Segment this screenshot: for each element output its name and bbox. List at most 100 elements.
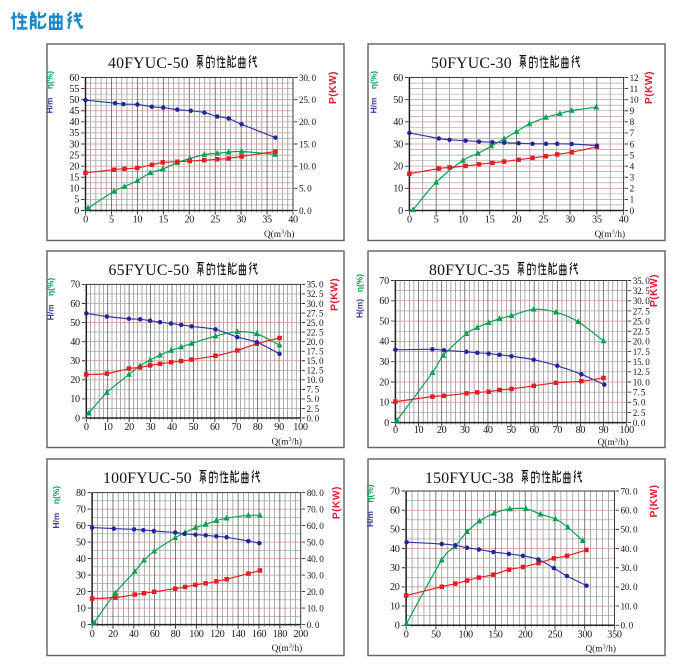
- svg-text:60: 60: [150, 629, 160, 640]
- svg-text:40: 40: [70, 337, 80, 348]
- svg-text:10: 10: [70, 394, 80, 405]
- svg-text:20. 0: 20. 0: [621, 582, 639, 592]
- svg-text:0: 0: [395, 621, 400, 632]
- svg-text:25: 25: [69, 150, 79, 161]
- svg-text:5. 0: 5. 0: [307, 394, 320, 404]
- svg-text:60: 60: [210, 422, 220, 433]
- svg-text:50. 0: 50. 0: [621, 525, 639, 535]
- svg-text:15. 0: 15. 0: [307, 356, 325, 366]
- svg-text:40: 40: [167, 422, 177, 433]
- svg-text:η(%): η(%): [51, 486, 61, 504]
- svg-text:2. 5: 2. 5: [307, 404, 320, 414]
- svg-text:10. 0: 10. 0: [307, 603, 325, 613]
- svg-text:32. 5: 32. 5: [633, 286, 651, 296]
- svg-text:10. 0: 10. 0: [299, 161, 317, 171]
- svg-text:150: 150: [488, 630, 503, 641]
- svg-text:27. 5: 27. 5: [633, 306, 651, 316]
- svg-text:11: 11: [630, 84, 639, 94]
- svg-text:H/m: H/m: [45, 304, 55, 320]
- svg-text:15: 15: [485, 215, 495, 226]
- svg-text:40: 40: [129, 629, 139, 640]
- svg-text:30. 0: 30. 0: [621, 563, 639, 573]
- svg-text:5. 0: 5. 0: [633, 398, 646, 408]
- svg-text:15. 0: 15. 0: [633, 357, 651, 367]
- svg-text:5: 5: [109, 215, 114, 226]
- svg-text:200: 200: [294, 629, 309, 640]
- svg-text:50: 50: [189, 422, 199, 433]
- svg-text:70: 70: [76, 504, 86, 515]
- svg-text:50: 50: [70, 318, 80, 329]
- svg-text:0. 0: 0. 0: [621, 621, 634, 631]
- svg-text:150FYUC-38: 150FYUC-38: [425, 470, 514, 487]
- svg-text:30. 0: 30. 0: [633, 296, 651, 306]
- svg-text:32. 5: 32. 5: [307, 289, 325, 299]
- svg-text:50: 50: [506, 425, 516, 436]
- svg-text:6: 6: [630, 139, 635, 149]
- svg-text:7. 5: 7. 5: [633, 387, 646, 397]
- svg-text:30. 0: 30. 0: [299, 73, 317, 83]
- svg-text:30: 30: [76, 570, 86, 581]
- svg-text:2: 2: [630, 184, 635, 194]
- svg-text:80: 80: [171, 629, 181, 640]
- svg-text:5: 5: [630, 150, 635, 160]
- svg-text:100FYUC-50: 100FYUC-50: [103, 470, 192, 487]
- svg-text:200: 200: [518, 630, 533, 641]
- svg-text:35: 35: [262, 215, 272, 226]
- svg-text:10: 10: [379, 398, 389, 409]
- svg-text:22. 5: 22. 5: [633, 327, 651, 337]
- svg-text:35: 35: [592, 215, 602, 226]
- svg-text:35. 0: 35. 0: [307, 280, 325, 290]
- svg-text:45: 45: [69, 106, 79, 117]
- svg-text:50: 50: [393, 95, 403, 106]
- svg-text:35. 0: 35. 0: [633, 276, 651, 286]
- svg-text:22. 5: 22. 5: [307, 327, 325, 337]
- svg-text:25. 0: 25. 0: [633, 316, 651, 326]
- svg-text:10: 10: [76, 603, 86, 614]
- svg-text:20: 20: [108, 629, 118, 640]
- svg-text:70: 70: [231, 422, 241, 433]
- svg-text:15: 15: [159, 215, 169, 226]
- svg-text:180: 180: [273, 629, 288, 640]
- svg-text:15. 0: 15. 0: [299, 139, 317, 149]
- svg-text:10. 0: 10. 0: [621, 601, 639, 611]
- svg-text:Q(m3/h): Q(m3/h): [598, 437, 629, 448]
- svg-text:25. 0: 25. 0: [299, 95, 317, 105]
- svg-text:35: 35: [69, 128, 79, 139]
- svg-text:η(%): η(%): [45, 71, 55, 89]
- svg-text:10. 0: 10. 0: [633, 377, 651, 387]
- svg-text:70. 0: 70. 0: [307, 504, 325, 514]
- svg-text:5: 5: [74, 195, 79, 206]
- svg-text:20. 0: 20. 0: [307, 337, 325, 347]
- svg-text:0: 0: [407, 215, 412, 226]
- svg-text:Q(m3/h): Q(m3/h): [272, 643, 303, 654]
- svg-text:10: 10: [390, 601, 400, 612]
- svg-text:40: 40: [393, 117, 403, 128]
- svg-text:Q(m3/h): Q(m3/h): [595, 229, 626, 240]
- svg-text:0. 0: 0. 0: [307, 413, 320, 423]
- svg-text:40FYUC-50: 40FYUC-50: [108, 55, 189, 72]
- svg-text:50: 50: [69, 95, 79, 106]
- svg-text:4: 4: [630, 161, 635, 171]
- svg-text:Q(m3/h): Q(m3/h): [264, 229, 295, 240]
- svg-text:10: 10: [458, 215, 468, 226]
- svg-text:0: 0: [630, 206, 635, 216]
- svg-text:60. 0: 60. 0: [307, 521, 325, 531]
- svg-text:60: 60: [379, 296, 389, 307]
- svg-text:100: 100: [293, 422, 308, 433]
- svg-text:10. 0: 10. 0: [307, 375, 325, 385]
- svg-text:30: 30: [236, 215, 246, 226]
- svg-text:50: 50: [379, 316, 389, 327]
- svg-text:70: 70: [70, 280, 80, 291]
- svg-text:20: 20: [124, 422, 134, 433]
- svg-text:60: 60: [393, 73, 403, 84]
- svg-text:Q(m3/h): Q(m3/h): [271, 436, 302, 447]
- svg-text:20: 20: [76, 587, 86, 598]
- svg-text:H/m: H/m: [365, 511, 375, 527]
- svg-text:50: 50: [431, 630, 441, 641]
- svg-text:30: 30: [393, 139, 403, 150]
- svg-text:90: 90: [599, 425, 609, 436]
- svg-text:H/m: H/m: [51, 513, 61, 529]
- svg-text:10: 10: [393, 184, 403, 195]
- svg-text:0: 0: [75, 413, 80, 424]
- svg-text:P(KW): P(KW): [644, 71, 655, 104]
